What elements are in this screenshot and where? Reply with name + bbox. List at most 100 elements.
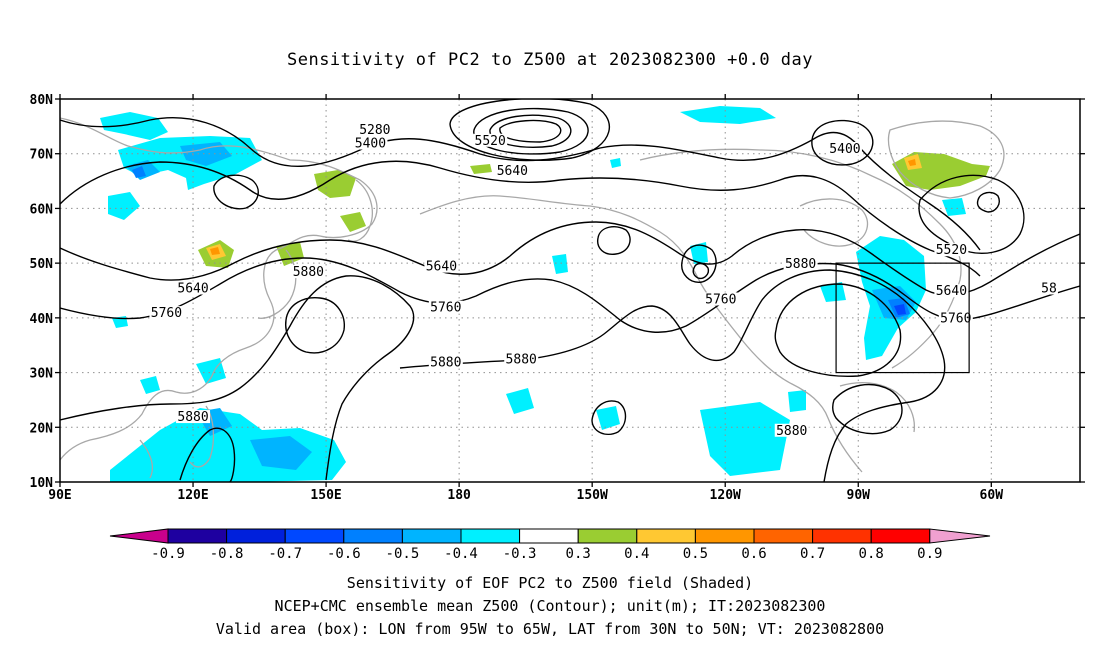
contour-label: 5880 <box>506 353 537 368</box>
contour-label-bg <box>495 163 530 177</box>
colorbar <box>109 528 991 544</box>
colorbar-segment <box>226 528 286 544</box>
colorbar-label: -0.9 <box>151 546 185 562</box>
contour-5400 <box>449 99 610 161</box>
lat-tick-label: 50N <box>30 257 54 272</box>
coast-kamchatka <box>347 179 373 242</box>
z500-contours <box>60 99 1080 482</box>
contour-5880-box <box>774 283 902 377</box>
contour-label: 5760 <box>430 301 461 316</box>
lon-tick-label: 150W <box>577 488 608 503</box>
lat-tick-label: 80N <box>30 93 54 108</box>
contour-loop-2 <box>597 226 631 255</box>
colorbar-label: 0.7 <box>800 546 825 562</box>
lon-tick-label: 120W <box>710 488 741 503</box>
colorbar-label: 0.5 <box>683 546 708 562</box>
sensitivity-shading <box>100 106 990 482</box>
shade-pacific <box>552 254 568 274</box>
contour-label: 58 <box>1041 282 1057 297</box>
colorbar-label: 0.6 <box>741 546 766 562</box>
shade-green <box>470 164 492 174</box>
valid-area-box <box>835 262 970 374</box>
shade-greenland <box>908 159 916 166</box>
lon-tick-label: 180 <box>447 488 471 503</box>
colorbar-segment <box>636 528 696 544</box>
contour-5640 <box>60 221 1080 296</box>
contour-5520 <box>60 117 981 251</box>
contour-label: 5280 <box>359 123 390 138</box>
lat-tick-labels: 80N 70N 60N 50N 40N 30N 20N 10N <box>30 93 54 491</box>
contour-label: 5880 <box>785 257 816 272</box>
shade-pacific <box>596 406 620 430</box>
contour-label: 5880 <box>293 265 324 280</box>
contour-label: 5760 <box>705 292 736 307</box>
coast-canada <box>639 148 962 369</box>
colorbar-segment <box>519 528 579 544</box>
contour-label: 5520 <box>936 243 967 258</box>
contour-label-bg <box>1039 281 1058 295</box>
shade-siberia <box>100 112 168 140</box>
shade-namerica <box>820 282 846 302</box>
shade-namerica <box>700 402 790 476</box>
colorbar-segment <box>167 528 228 544</box>
contour-label: 5640 <box>497 164 528 179</box>
contour-label: 5880 <box>177 410 208 425</box>
lon-tick-label: 90W <box>847 488 871 503</box>
contour-5280 <box>499 119 562 143</box>
colorbar-segment <box>753 528 814 544</box>
contour-label-bg <box>938 311 973 325</box>
contour-5880-jp <box>285 297 345 354</box>
contour-5280b <box>489 114 572 148</box>
colorbar-label: -0.3 <box>503 546 537 562</box>
colorbar-label: -0.8 <box>210 546 244 562</box>
contour-label-bg <box>783 256 818 270</box>
contour-label-bg <box>357 122 392 136</box>
shade-greenland <box>942 198 966 216</box>
shade-pacific <box>610 158 621 168</box>
contour-label-bg <box>428 300 463 314</box>
contour-label: 5760 <box>151 306 182 321</box>
caption-line-1: Sensitivity of EOF PC2 to Z500 field (Sh… <box>346 574 754 592</box>
lon-tick-label: 120E <box>177 488 208 503</box>
caption-line-3: Valid area (box): LON from 95W to 65W, L… <box>215 620 885 638</box>
shade-siberia <box>108 192 140 220</box>
colorbar-high-arrow <box>929 528 991 544</box>
lat-tick-label: 40N <box>30 312 54 327</box>
lat-tick-label: 10N <box>30 476 54 491</box>
shade-namerica <box>690 242 708 264</box>
coast-islands <box>139 439 154 479</box>
lon-tick-label: 90E <box>48 488 71 503</box>
contour-label-bg <box>504 352 539 366</box>
colorbar-low-arrow <box>109 528 169 544</box>
shade-orange <box>210 247 220 255</box>
colorbar-segment <box>577 528 638 544</box>
colorbar-segment <box>870 528 931 544</box>
coast-hudson <box>799 198 869 247</box>
shade-namerica <box>680 106 776 124</box>
lat-tick-label: 60N <box>30 202 54 217</box>
coast-philippines <box>189 405 215 468</box>
coast-gulf <box>839 381 916 433</box>
colorbar-segment <box>284 528 345 544</box>
coast-asia <box>60 117 378 461</box>
contour-label: 5400 <box>355 137 386 152</box>
colorbar-segment <box>401 528 462 544</box>
lat-tick-label: 20N <box>30 421 54 436</box>
shade-tropics <box>140 376 160 394</box>
contour-label-bg <box>428 355 463 369</box>
axis-ticks <box>55 94 1085 487</box>
caption-line-2: NCEP+CMC ensemble mean Z500 (Contour); u… <box>274 597 826 615</box>
contour-5880-gm <box>831 383 903 435</box>
colorbar-label: 0.3 <box>566 546 591 562</box>
contour-label-bg <box>703 292 738 306</box>
lat-tick-label: 70N <box>30 148 54 163</box>
contour-greenland-low <box>918 174 1025 254</box>
shade-green <box>340 212 366 232</box>
contour-loop-4 <box>692 262 710 280</box>
contour-5880-tr1 <box>179 427 236 482</box>
colorbar-label: -0.7 <box>268 546 302 562</box>
shade-tropics <box>110 408 346 482</box>
contour-label: 5760 <box>940 312 971 327</box>
